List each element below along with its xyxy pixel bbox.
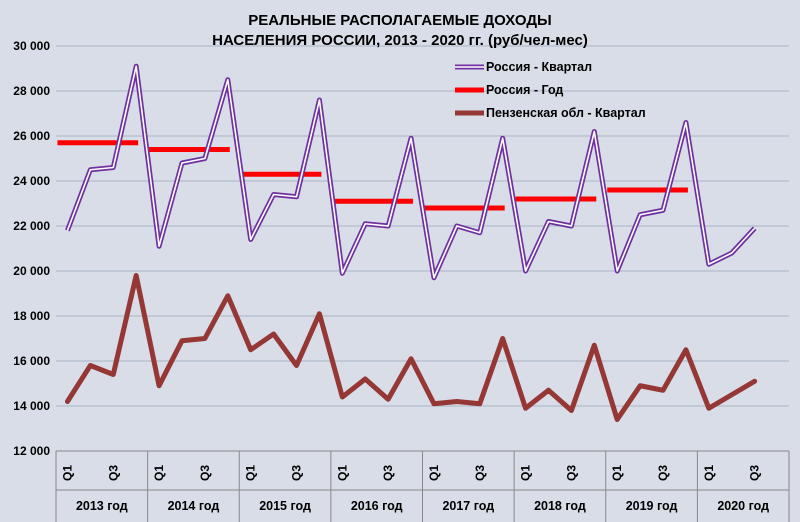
y-tick-label: 22 000 (13, 219, 50, 233)
x-year-label: 2013 год (76, 499, 128, 513)
x-quarter-label: Q3 (564, 465, 578, 481)
series-penza-quarter-line (64, 273, 758, 422)
y-axis-ticks: 12 000 14 000 16 000 18 000 20 000 22 000 24 0… (13, 39, 50, 458)
x-quarter-label: Q3 (748, 465, 762, 481)
x-quarter-label: Q1 (702, 465, 716, 481)
x-quarter-label: Q3 (473, 465, 487, 481)
y-tick-label: 18 000 (13, 309, 50, 323)
chart-title: РЕАЛЬНЫЕ РАСПОЛАГАЕМЫЕ ДОХОДЫ (248, 12, 551, 29)
legend-label: Россия - Год (486, 83, 563, 97)
x-quarter-label: Q3 (656, 465, 670, 481)
y-tick-label: 28 000 (13, 84, 50, 98)
series-russia-quarter-line-inner (66, 65, 756, 279)
x-year-label: 2019 год (626, 499, 678, 513)
x-year-label: 2016 год (351, 499, 403, 513)
x-quarter-label: Q3 (290, 465, 304, 481)
y-tick-label: 30 000 (13, 39, 50, 53)
legend: Россия - Квартал Россия - Год Пензенская о… (455, 60, 646, 120)
data-series (57, 63, 758, 422)
x-year-label: 2015 год (259, 499, 311, 513)
x-quarter-label: Q3 (198, 465, 212, 481)
y-tick-label: 20 000 (13, 264, 50, 278)
x-quarter-label: Q1 (610, 465, 624, 481)
y-tick-label: 24 000 (13, 174, 50, 188)
y-tick-label: 12 000 (13, 444, 50, 458)
x-quarter-label: Q1 (60, 465, 74, 481)
chart-subtitle: НАСЕЛЕНИЯ РОССИИ, 2013 - 2020 гг. (руб/ч… (212, 32, 588, 49)
x-year-label: 2018 год (534, 499, 586, 513)
y-tick-label: 16 000 (13, 354, 50, 368)
x-quarter-label: Q1 (427, 465, 441, 481)
y-tick-label: 26 000 (13, 129, 50, 143)
x-year-label: 2014 год (168, 499, 220, 513)
x-axis: Q1 Q3 Q1 Q3 Q1 Q3 Q1 Q3 Q1 Q3 Q1 Q3 Q1 Q3 Q1 Q3 2013 год… (55, 450, 790, 522)
x-quarter-label: Q1 (244, 465, 258, 481)
legend-label: Пензенская обл - Квартал (486, 106, 646, 120)
x-year-label: 2020 год (717, 499, 769, 513)
x-quarter-label: Q3 (381, 465, 395, 481)
x-quarter-label: Q1 (519, 465, 533, 481)
x-quarter-label: Q1 (152, 465, 166, 481)
x-year-label: 2017 год (442, 499, 494, 513)
y-tick-label: 14 000 (13, 399, 50, 413)
x-quarter-label: Q3 (106, 465, 120, 481)
legend-label: Россия - Квартал (486, 60, 592, 74)
x-quarter-label: Q1 (335, 465, 349, 481)
